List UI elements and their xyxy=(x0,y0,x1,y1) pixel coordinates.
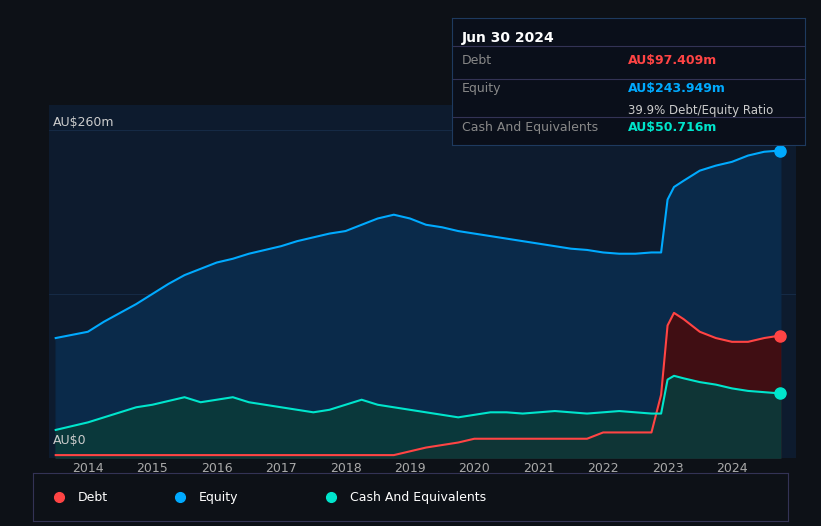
Text: AU$50.716m: AU$50.716m xyxy=(628,120,718,134)
Text: AU$97.409m: AU$97.409m xyxy=(628,54,718,67)
Text: AU$243.949m: AU$243.949m xyxy=(628,82,726,95)
Text: AU$0: AU$0 xyxy=(53,434,87,447)
Text: 39.9% Debt/Equity Ratio: 39.9% Debt/Equity Ratio xyxy=(628,104,773,117)
Text: AU$260m: AU$260m xyxy=(53,116,114,129)
Text: Cash And Equivalents: Cash And Equivalents xyxy=(350,491,486,503)
Text: Debt: Debt xyxy=(78,491,108,503)
Text: Equity: Equity xyxy=(462,82,502,95)
Text: Jun 30 2024: Jun 30 2024 xyxy=(462,31,555,45)
Text: Debt: Debt xyxy=(462,54,493,67)
Text: Cash And Equivalents: Cash And Equivalents xyxy=(462,120,599,134)
Text: Equity: Equity xyxy=(199,491,239,503)
